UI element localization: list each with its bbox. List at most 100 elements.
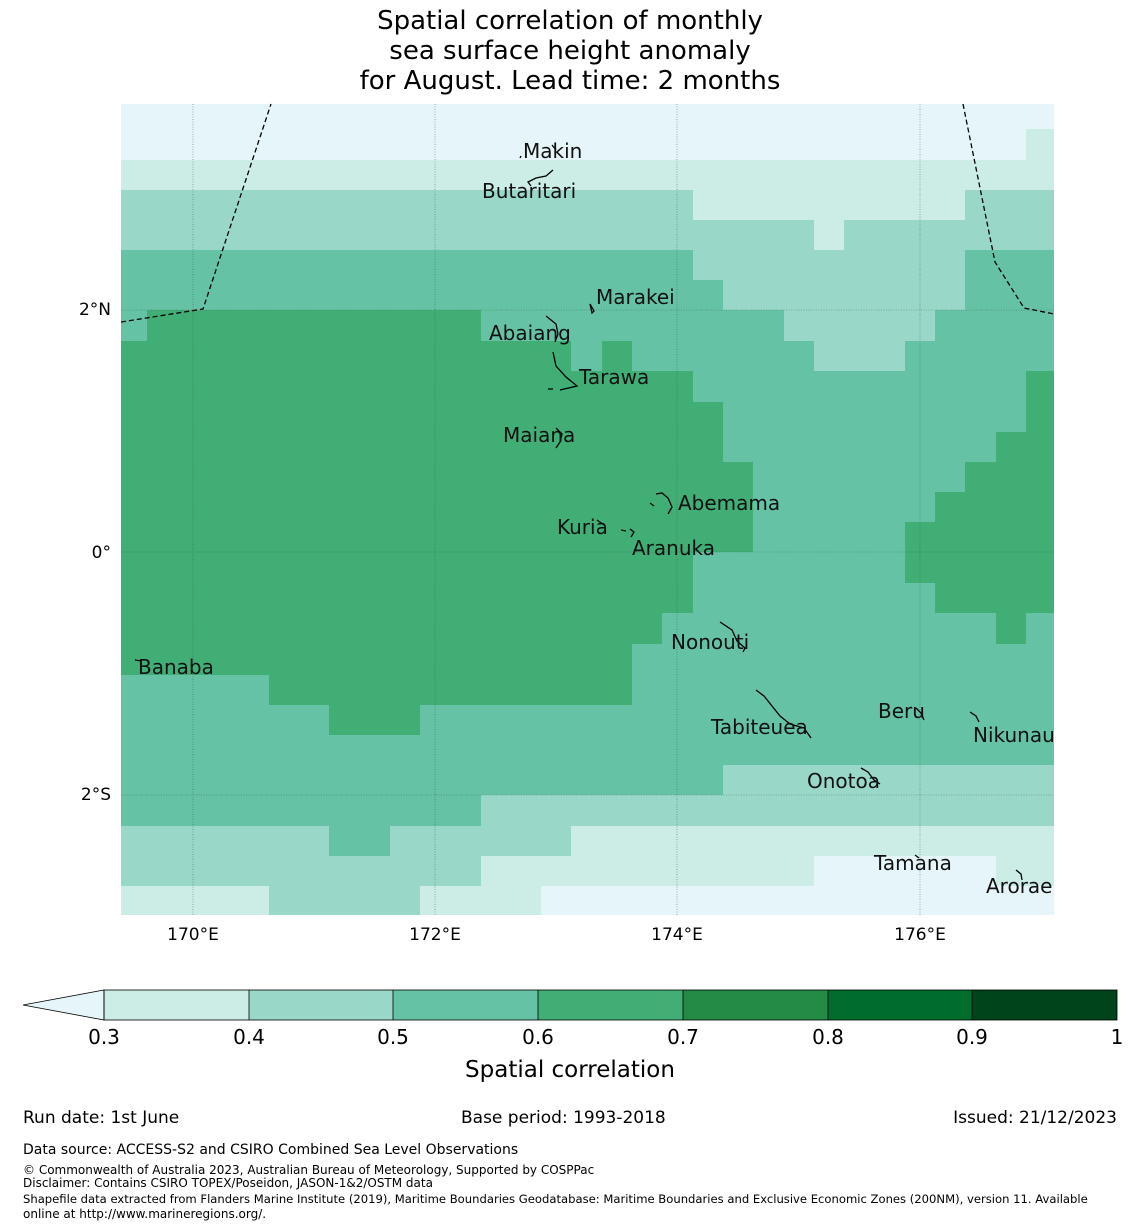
patch-low-south-3 [121,886,269,915]
eez-boundary-east [962,103,1055,315]
lon-label-176e: 176°E [894,925,946,945]
label-nonouti: Nonouti [671,630,749,654]
label-beru: Beru [878,699,925,723]
colorbar-tick: 0.9 [956,1025,988,1049]
island-outlines [134,144,1023,881]
patch-low-northeast [1026,129,1054,160]
colorbar-label: Spatial correlation [465,1057,675,1083]
island-labels: Makin Butaritari Marakei Abaiang Tarawa … [138,139,1055,898]
patch-mid-south-1 [723,765,1054,795]
island-marakei-shape [589,303,595,315]
colorbar: 0.3 0.4 0.5 0.6 0.7 0.8 0.9 1 Spatial co… [22,989,1123,1083]
island-onotoa-shape [860,767,881,785]
region-high-east [905,371,1054,644]
colorbar-tick: 0.8 [812,1025,844,1049]
axis-labels: 170°E 172°E 174°E 176°E 2°N 0° 2°S [79,300,946,945]
lon-label-174e: 174°E [651,925,703,945]
data-source: Data source: ACCESS-S2 and CSIRO Combine… [23,1142,519,1158]
label-maiana: Maiana [503,423,575,447]
copyright-notice: © Commonwealth of Australia 2023, Austra… [23,1163,595,1177]
label-kuria: Kuria [557,515,608,539]
island-maiana-shape [555,427,563,449]
island-aranuka-shape [620,528,635,538]
patch-low-south-4 [420,886,541,915]
label-abemama: Abemama [678,491,780,515]
island-abemama-shape [649,492,673,515]
island-arorae-shape [1015,869,1023,881]
label-onotoa: Onotoa [807,769,880,793]
label-arorae: Arorae [986,874,1052,898]
colorbar-tick: 0.7 [667,1025,699,1049]
patch-mid-east-3 [784,310,935,341]
island-kuria-shape [596,519,605,526]
colorbar-segment-2 [249,990,393,1020]
island-makin-shape [519,144,557,159]
colorbar-segment-7 [972,990,1117,1020]
label-tarawa: Tarawa [578,365,649,389]
colorbar-tick: 1 [1111,1025,1124,1049]
correlation-map-figure: Makin Butaritari Marakei Abaiang Tarawa … [22,103,1123,1083]
eez-boundaries [120,103,1055,323]
label-nikunau: Nikunau [973,723,1055,747]
colorbar-segment-4 [538,990,683,1020]
base-period: Base period: 1993-2018 [461,1108,666,1128]
island-tamana-shape [914,854,920,859]
graticule [121,104,1054,915]
shapefile-credit-line-2: online at http://www.marineregions.org/. [23,1207,267,1221]
lon-label-170e: 170°E [167,925,219,945]
colorbar-tick: 0.3 [88,1025,120,1049]
label-banaba: Banaba [138,655,214,679]
colorbar-ticks: 0.3 0.4 0.5 0.6 0.7 0.8 0.9 1 [88,1025,1123,1049]
disclaimer: Disclaimer: Contains CSIRO TOPEX/Poseido… [23,1176,433,1190]
band-low-north [121,160,1054,190]
label-abaiang: Abaiang [489,321,571,345]
patch-very-low-south-2 [814,856,996,886]
label-marakei: Marakei [596,285,675,309]
island-nonouti-shape [719,621,746,653]
colorbar-segment-3 [393,990,538,1020]
issued-date: Issued: 21/12/2023 [953,1108,1117,1128]
title-line-2: sea surface height anomaly [389,36,751,66]
colorbar-segment-1 [104,990,249,1020]
colorbar-segment-5 [683,990,828,1020]
lat-label-2s: 2°S [81,785,111,805]
correlation-field [121,104,1054,915]
patch-mid-south-2 [481,795,1054,826]
lon-label-172e: 172°E [409,925,461,945]
colorbar-outline [103,989,1118,1021]
eez-boundary-west [120,103,272,323]
island-nikunau-shape [969,711,980,723]
lat-label-2n: 2°N [79,300,111,320]
island-tarawa-shape [548,351,579,391]
patch-medium-south [329,826,390,856]
island-banaba-shape [134,659,142,662]
colorbar-extend-arrow [22,989,105,1021]
island-tabiteuea-shape [755,689,812,739]
patch-low-north [693,190,965,220]
run-date: Run date: 1st June [23,1108,180,1128]
title-line-1: Spatial correlation of monthly [377,6,763,36]
colorbar-segment-6 [828,990,972,1020]
patch-low-south-1 [571,826,1054,856]
label-makin: Makin [523,139,582,163]
island-abaiang-shape [545,315,559,343]
band-very-low-north [121,104,1054,160]
label-butaritari: Butaritari [482,179,576,203]
shapefile-credit-line-1: Shapefile data extracted from Flanders M… [23,1192,1088,1206]
map-title: Spatial correlation of monthly sea surfa… [0,6,1140,96]
island-beru-shape [915,707,925,721]
patch-mid-east-1 [693,250,965,280]
patch-mid-east-2 [723,280,965,310]
label-tamana: Tamana [873,851,952,875]
patch-mid-east-4 [814,341,905,371]
colorbar-tick: 0.6 [522,1025,554,1049]
region-high-west [121,310,753,735]
label-aranuka: Aranuka [632,536,715,560]
colorbar-tick: 0.4 [233,1025,265,1049]
patch-very-low-south-1 [541,886,1054,915]
title-line-3: for August. Lead time: 2 months [359,66,781,96]
patch-low-north-notch [814,220,844,250]
colorbar-tick: 0.5 [377,1025,409,1049]
island-butaritari-shape [527,169,554,187]
label-tabiteuea: Tabiteuea [710,715,808,739]
